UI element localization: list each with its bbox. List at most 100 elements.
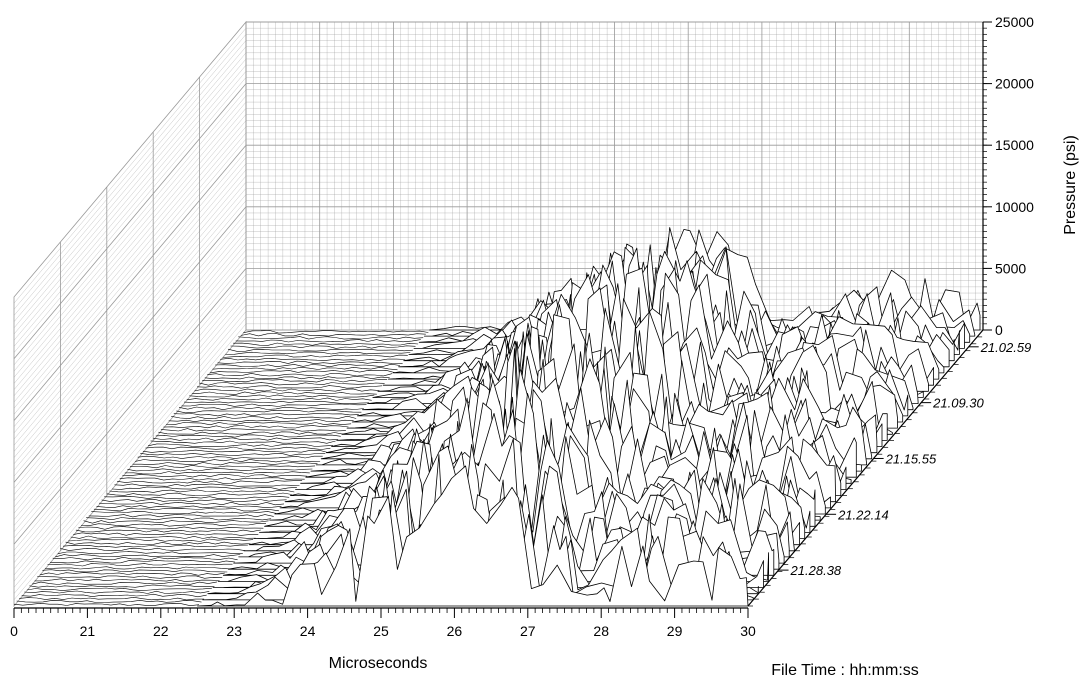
side-grid-hline	[13, 188, 247, 464]
x-tick-label: 23	[226, 623, 242, 639]
side-grid-hline	[13, 114, 247, 390]
side-grid-hline	[13, 58, 247, 335]
side-grid-hline	[13, 34, 247, 310]
floor-trace	[29, 584, 215, 588]
floor-trace	[26, 587, 212, 592]
floor-trace	[230, 345, 416, 349]
floor-trace	[171, 415, 357, 420]
side-grid-hline	[13, 108, 247, 384]
side-grid-hline	[13, 144, 247, 421]
floor-trace	[70, 535, 256, 539]
y-tick-label: 21.28.38	[790, 563, 842, 578]
side-grid-hline	[13, 132, 247, 409]
floor-trace	[196, 385, 383, 389]
z-axis-title: Pressure (psi)	[1062, 135, 1079, 235]
x-axis-ticks: 0 21 22 23 24 25 26 27 28 29 30	[10, 608, 756, 639]
side-grid-hline	[13, 286, 247, 563]
floor-trace	[65, 541, 251, 545]
side-grid-hline	[13, 71, 247, 347]
floor-trace	[31, 581, 218, 585]
floor-trace	[137, 455, 323, 459]
side-grid-hline	[13, 231, 247, 508]
side-grid-hline	[13, 311, 247, 588]
side-grid-hline	[13, 182, 247, 458]
floor-trace	[24, 590, 210, 594]
side-wall-frame	[13, 20, 247, 608]
side-grid-hline	[13, 274, 247, 551]
floor-trace	[127, 468, 313, 472]
side-grid-hline	[13, 249, 247, 526]
x-tick-label: 25	[373, 623, 389, 639]
side-grid-hline	[13, 83, 247, 360]
side-grid-hline	[13, 28, 247, 304]
floor-trace	[86, 517, 272, 521]
floor-trace	[222, 354, 408, 358]
side-grid-hline	[13, 317, 247, 594]
z-tick-label: 5000	[995, 260, 1026, 276]
floor-trace	[21, 593, 207, 598]
floor-trace	[19, 596, 205, 601]
floor-trace	[220, 357, 406, 361]
floor-trace	[140, 452, 326, 456]
floor-trace	[34, 578, 220, 582]
floor-trace	[150, 440, 336, 444]
floor-trace	[104, 495, 290, 500]
side-grid-hline	[13, 225, 247, 502]
floor-trace	[47, 563, 233, 567]
floor-trace	[80, 523, 266, 527]
z-axis-ticks: 0 5000 10000 15000 20000 25000	[983, 14, 1034, 338]
floor-trace	[189, 394, 375, 398]
side-grid-hline	[13, 138, 247, 415]
side-grid-hline	[13, 89, 247, 366]
floor-trace	[238, 336, 424, 340]
side-grid-hline	[13, 77, 247, 353]
floor-trace	[101, 498, 287, 503]
y-tick-label: 21.15.55	[885, 451, 937, 466]
z-tick-label: 25000	[995, 14, 1034, 30]
side-grid-hline	[13, 206, 247, 483]
side-grid-hline	[13, 292, 247, 570]
floor-trace	[109, 489, 295, 493]
surface-trace	[197, 465, 749, 607]
floor-trace	[16, 599, 202, 603]
x-tick-label: 22	[153, 623, 169, 639]
y-tick-label: 21.02.59	[980, 340, 1032, 355]
floor-trace	[215, 363, 401, 368]
floor-trace	[176, 409, 362, 414]
floor-trace	[83, 520, 269, 524]
floor-trace-lines	[13, 330, 429, 607]
side-grid-hline	[13, 268, 247, 545]
z-tick-label: 10000	[995, 199, 1034, 215]
z-tick-label: 15000	[995, 137, 1034, 153]
side-grid-hline	[13, 194, 247, 471]
floor-trace	[155, 434, 341, 438]
floor-trace	[178, 406, 364, 411]
floor-trace	[227, 348, 413, 352]
floor-trace	[209, 369, 395, 374]
floor-trace	[225, 351, 411, 355]
floor-trace	[199, 382, 385, 386]
x-axis-title: Microseconds	[329, 655, 428, 672]
floor-trace	[147, 443, 334, 447]
side-grid-hline	[13, 280, 247, 557]
floor-trace	[173, 413, 359, 417]
side-grid-hline	[13, 169, 247, 446]
floor-trace	[99, 501, 285, 506]
side-grid-hline	[13, 151, 247, 427]
surface-traces	[197, 227, 981, 607]
side-grid-hline	[13, 40, 247, 316]
floor-trace	[129, 465, 316, 469]
floor-trace	[124, 471, 310, 475]
floor-trace	[142, 449, 328, 453]
floor-trace	[111, 486, 297, 490]
y-axis-title: File Time : hh:mm:ss	[771, 662, 919, 679]
floor-trace	[96, 505, 282, 509]
floor-trace	[217, 360, 403, 365]
y-tick-label: 21.22.14	[837, 507, 889, 522]
floor-trace	[55, 554, 241, 558]
floor-trace	[135, 459, 321, 463]
side-grid-hline	[13, 323, 247, 600]
floor-trace	[186, 397, 372, 401]
floor-trace	[50, 560, 236, 564]
